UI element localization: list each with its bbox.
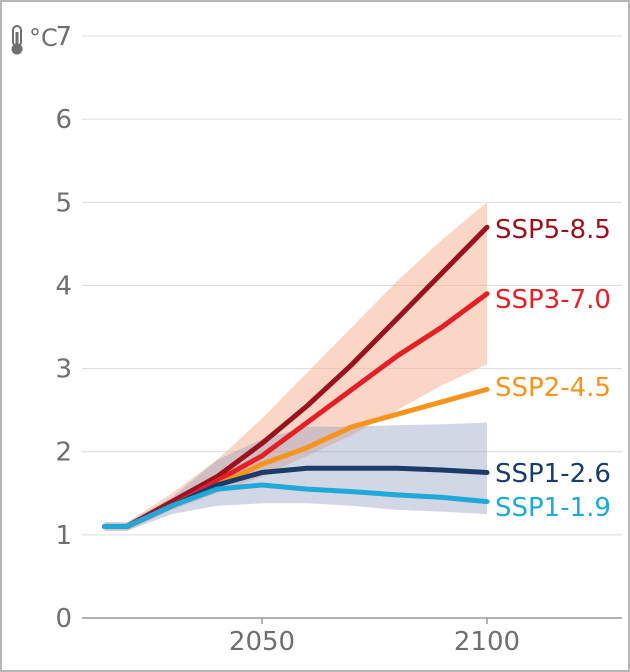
y-tick-label: 7	[55, 22, 72, 52]
uncertainty-band	[104, 202, 487, 531]
y-tick-label: 0	[55, 604, 72, 634]
series-lines	[102, 224, 490, 529]
y-tick-labels: 0 1 2 3 4 5 6 7	[55, 22, 72, 634]
y-tick-label: 3	[55, 355, 72, 385]
x-tick-label: 2100	[454, 627, 520, 657]
y-tick-label: 5	[55, 188, 72, 218]
series-label-ssp2-4-5: SSP2-4.5	[495, 373, 611, 403]
series-label-ssp1-1-9: SSP1-1.9	[495, 493, 611, 523]
thermometer-icon	[11, 25, 23, 55]
series-labels: SSP5-8.5 SSP3-7.0 SSP2-4.5 SSP1-2.6 SSP1-1.9	[495, 215, 611, 523]
y-axis-unit: °C	[29, 24, 58, 52]
x-tick-label: 2050	[229, 627, 295, 657]
uncertainty-band	[104, 422, 487, 531]
series-label-ssp3-7-0: SSP3-7.0	[495, 285, 611, 315]
x-tick-labels: 2050 2100	[229, 618, 520, 657]
series-label-ssp5-8-5: SSP5-8.5	[495, 215, 611, 245]
y-tick-label: 2	[55, 438, 72, 468]
series-label-ssp1-2-6: SSP1-2.6	[495, 459, 611, 489]
uncertainty-bands	[104, 202, 487, 531]
y-tick-label: 1	[55, 521, 72, 551]
series-line-ssp1-1-9	[102, 482, 490, 529]
y-tick-label: 4	[55, 271, 72, 301]
y-tick-label: 6	[55, 105, 72, 135]
grid-lines	[82, 35, 622, 619]
